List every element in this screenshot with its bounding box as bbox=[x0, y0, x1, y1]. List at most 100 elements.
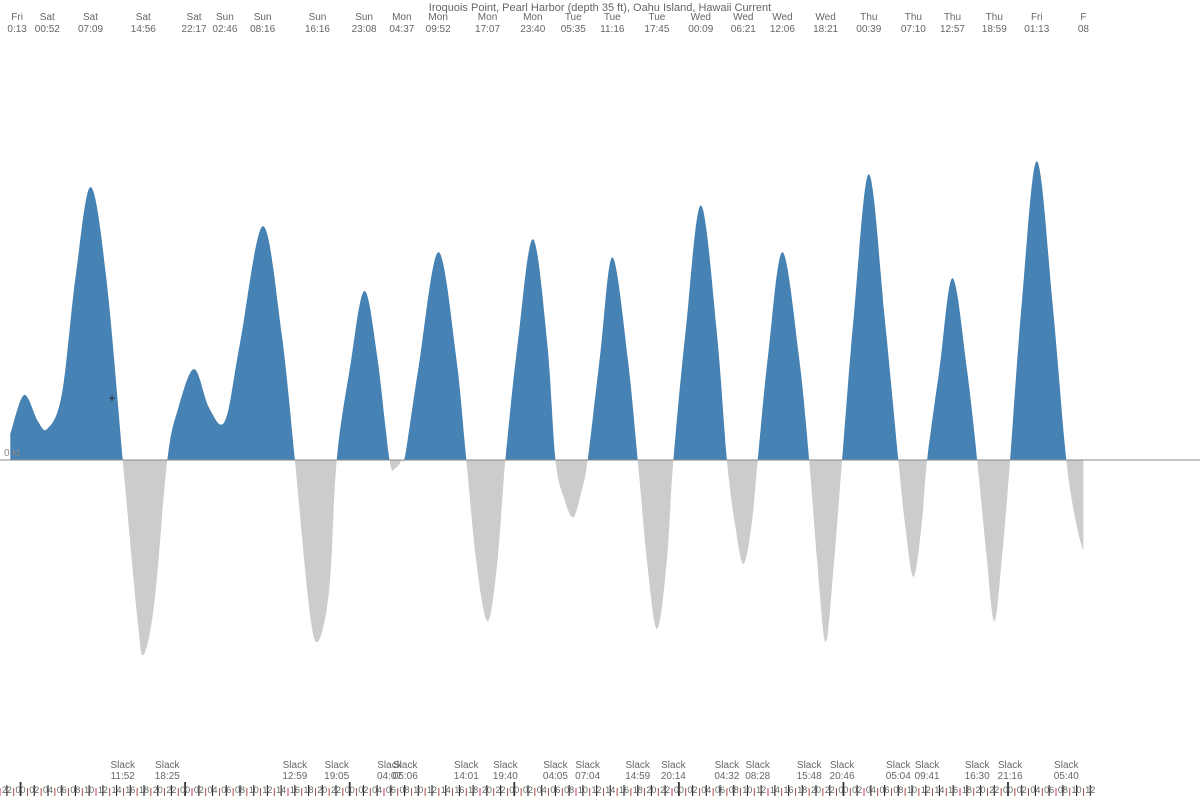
extrema-label: Fri01:13 bbox=[1024, 12, 1049, 36]
hour-label: 22 bbox=[166, 785, 176, 795]
slack-label: Slack19:40 bbox=[493, 760, 518, 782]
hour-label: 04 bbox=[866, 785, 876, 795]
positive-area bbox=[337, 291, 390, 460]
hour-label: 08 bbox=[564, 785, 574, 795]
hour-label: 08 bbox=[235, 785, 245, 795]
slack-label: Slack16:30 bbox=[965, 760, 990, 782]
hour-label: 18 bbox=[468, 785, 478, 795]
hour-label: 00 bbox=[509, 785, 519, 795]
extrema-label: Sat14:56 bbox=[131, 12, 156, 36]
hour-label: 14 bbox=[276, 785, 286, 795]
hour-label: 12 bbox=[427, 785, 437, 795]
negative-area bbox=[555, 460, 587, 517]
hour-label: 18 bbox=[797, 785, 807, 795]
positive-area bbox=[927, 278, 977, 460]
hour-label: 06 bbox=[550, 785, 560, 795]
extrema-label: F08 bbox=[1078, 12, 1089, 36]
extrema-label: Tue17:45 bbox=[644, 12, 669, 36]
extrema-label: Sun23:08 bbox=[352, 12, 377, 36]
hour-label: 18 bbox=[962, 785, 972, 795]
hour-label: 12 bbox=[262, 785, 272, 795]
positive-area bbox=[505, 239, 555, 460]
extrema-label: Thu00:39 bbox=[856, 12, 881, 36]
hour-label: 08 bbox=[893, 785, 903, 795]
hour-label: 00 bbox=[838, 785, 848, 795]
positive-area bbox=[673, 205, 727, 460]
hour-label: 18 bbox=[304, 785, 314, 795]
slack-label: Slack14:59 bbox=[625, 760, 650, 782]
hour-label: 16 bbox=[454, 785, 464, 795]
hour-label: 20 bbox=[976, 785, 986, 795]
hour-label: 08 bbox=[729, 785, 739, 795]
extrema-label: Wed06:21 bbox=[731, 12, 756, 36]
hour-label: 04 bbox=[372, 785, 382, 795]
hour-label: 22 bbox=[825, 785, 835, 795]
slack-label: Slack20:14 bbox=[661, 760, 686, 782]
negative-area bbox=[1066, 460, 1083, 551]
hour-label: 16 bbox=[290, 785, 300, 795]
hour-label: 08 bbox=[400, 785, 410, 795]
hour-label: 10 bbox=[1072, 785, 1082, 795]
extrema-label: Sun08:16 bbox=[250, 12, 275, 36]
hour-label: 18 bbox=[139, 785, 149, 795]
hour-label: 20 bbox=[482, 785, 492, 795]
hour-label: 12 bbox=[98, 785, 108, 795]
hour-label: 00 bbox=[180, 785, 190, 795]
hour-label: 22 bbox=[989, 785, 999, 795]
hour-label: 10 bbox=[742, 785, 752, 795]
negative-area bbox=[390, 460, 402, 471]
negative-area bbox=[466, 460, 505, 621]
extrema-label: Sun02:46 bbox=[212, 12, 237, 36]
hour-label: 00 bbox=[1003, 785, 1013, 795]
extrema-label: Sat22:17 bbox=[182, 12, 207, 36]
hour-label: 00 bbox=[674, 785, 684, 795]
hour-label: 06 bbox=[715, 785, 725, 795]
zero-kt-label: 0 kt bbox=[4, 448, 20, 459]
hour-label: 16 bbox=[125, 785, 135, 795]
slack-label: Slack08:28 bbox=[745, 760, 770, 782]
hour-label: 02 bbox=[523, 785, 533, 795]
slack-label: Slack09:41 bbox=[915, 760, 940, 782]
hour-label: 12 bbox=[592, 785, 602, 795]
extrema-label: Mon23:40 bbox=[520, 12, 545, 36]
hour-label: 12 bbox=[921, 785, 931, 795]
negative-area bbox=[977, 460, 1010, 621]
slack-label: Slack07:04 bbox=[575, 760, 600, 782]
hour-label: 06 bbox=[221, 785, 231, 795]
hour-label: 20 bbox=[646, 785, 656, 795]
hour-label: 08 bbox=[1058, 785, 1068, 795]
slack-label: Slack05:06 bbox=[393, 760, 418, 782]
positive-area bbox=[167, 226, 295, 460]
hour-label: 20 bbox=[153, 785, 163, 795]
hour-label: 16 bbox=[948, 785, 958, 795]
slack-label: Slack04:32 bbox=[714, 760, 739, 782]
slack-label: Slack05:40 bbox=[1054, 760, 1079, 782]
hour-label: 06 bbox=[1044, 785, 1054, 795]
hour-label: 10 bbox=[578, 785, 588, 795]
hour-label: 10 bbox=[413, 785, 423, 795]
positive-area bbox=[10, 187, 122, 460]
extrema-label: Mon17:07 bbox=[475, 12, 500, 36]
slack-label: Slack11:52 bbox=[111, 760, 135, 782]
current-chart: 0 kt + bbox=[0, 40, 1200, 720]
slack-label: Slack20:46 bbox=[830, 760, 855, 782]
extrema-label: Thu12:57 bbox=[940, 12, 965, 36]
slack-label: Slack21:16 bbox=[998, 760, 1023, 782]
negative-area bbox=[123, 460, 168, 655]
hour-label: 10 bbox=[84, 785, 94, 795]
positive-area bbox=[1010, 161, 1066, 460]
extrema-label: Sat07:09 bbox=[78, 12, 103, 36]
extrema-label: Tue11:16 bbox=[600, 12, 624, 36]
extrema-label: Mon04:37 bbox=[389, 12, 414, 36]
hour-label: 04 bbox=[43, 785, 53, 795]
hour-label: 12 bbox=[1085, 785, 1095, 795]
hour-label: 02 bbox=[194, 785, 204, 795]
hour-label: 06 bbox=[880, 785, 890, 795]
chart-svg bbox=[0, 40, 1200, 720]
bottom-timeline: Slack11:52Slack18:25Slack12:59Slack19:05… bbox=[0, 760, 1200, 800]
extrema-label: Sat00:52 bbox=[35, 12, 60, 36]
positive-area bbox=[404, 252, 466, 460]
slack-label: Slack12:59 bbox=[282, 760, 307, 782]
hour-label: 16 bbox=[784, 785, 794, 795]
slack-label: Slack15:48 bbox=[797, 760, 822, 782]
